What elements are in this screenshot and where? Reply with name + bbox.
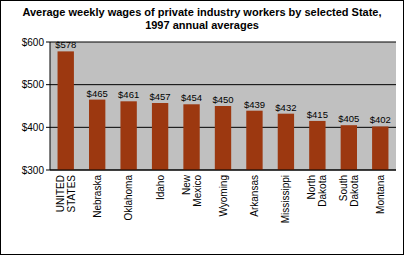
data-label: $402 — [370, 114, 391, 125]
x-label-line: North — [306, 175, 317, 199]
grid-line — [50, 42, 396, 43]
x-label-line: Dakota — [317, 175, 328, 207]
x-tick-label: SouthDakota — [338, 175, 360, 207]
x-tick-label: Arkansas — [249, 175, 260, 217]
x-label-line: Wyoming — [218, 175, 229, 217]
title-line: Average weekly wages of private industry… — [22, 6, 381, 18]
x-label-line: Idaho — [155, 175, 166, 200]
y-tick — [46, 42, 50, 43]
x-tick-label: Nebraska — [92, 175, 103, 218]
data-label: $457 — [150, 91, 171, 102]
x-tick-label: Idaho — [155, 175, 166, 200]
x-tick-label: Montana — [375, 175, 386, 214]
bar — [89, 100, 105, 170]
chart-title: Average weekly wages of private industry… — [22, 6, 381, 31]
x-label-line: Nebraska — [92, 175, 103, 218]
y-tick-label: $600 — [22, 37, 45, 48]
data-label: $465 — [87, 88, 108, 99]
outer-border — [1, 1, 404, 255]
x-label-line: UNITED — [55, 175, 66, 212]
data-label: $415 — [307, 109, 328, 120]
y-tick-label: $400 — [22, 122, 45, 133]
chart-root: Average weekly wages of private industry… — [0, 0, 404, 255]
x-label-line: Mexico — [192, 175, 203, 207]
x-label-line: Arkansas — [249, 175, 260, 217]
x-label-line: Montana — [375, 175, 386, 214]
x-label-line: Dakota — [349, 175, 360, 207]
bar — [372, 126, 388, 170]
bar — [278, 114, 294, 170]
data-label: $461 — [118, 89, 139, 100]
bar — [120, 101, 136, 170]
x-tick-label: NorthDakota — [306, 175, 328, 207]
x-tick-label: Mississippi — [280, 175, 291, 223]
y-tick-label: $500 — [22, 79, 45, 90]
x-tick-label: Oklahoma — [123, 175, 134, 221]
x-axis — [50, 170, 396, 171]
y-tick — [46, 84, 50, 85]
data-label: $578 — [55, 39, 76, 50]
x-label-line: New — [181, 174, 192, 195]
bar — [152, 103, 168, 170]
title-line: 1997 annual averages — [145, 19, 259, 31]
plot-area — [50, 42, 396, 170]
bar — [58, 51, 74, 170]
data-label: $432 — [275, 102, 296, 113]
y-axis — [50, 42, 51, 170]
x-tick-label: Wyoming — [218, 175, 229, 217]
grid-line — [50, 170, 396, 171]
bar — [309, 121, 325, 170]
bar — [215, 106, 231, 170]
y-tick — [46, 170, 50, 171]
y-tick — [46, 127, 50, 128]
chart-svg: Average weekly wages of private industry… — [0, 0, 404, 255]
data-label: $405 — [338, 113, 359, 124]
bars — [58, 51, 389, 170]
bar — [341, 125, 357, 170]
data-label: $450 — [212, 94, 233, 105]
x-tick-label: NewMexico — [181, 174, 203, 206]
bar — [246, 111, 262, 170]
x-label-line: Oklahoma — [123, 175, 134, 221]
x-label-line: South — [338, 175, 349, 201]
data-label: $439 — [244, 99, 265, 110]
bar — [183, 104, 199, 170]
y-tick-label: $300 — [22, 165, 45, 176]
x-label-line: Mississippi — [280, 175, 291, 223]
x-label-line: STATES — [66, 175, 77, 213]
grid-line — [50, 84, 396, 85]
data-label: $454 — [181, 92, 202, 103]
x-tick-label: UNITEDSTATES — [55, 175, 77, 213]
